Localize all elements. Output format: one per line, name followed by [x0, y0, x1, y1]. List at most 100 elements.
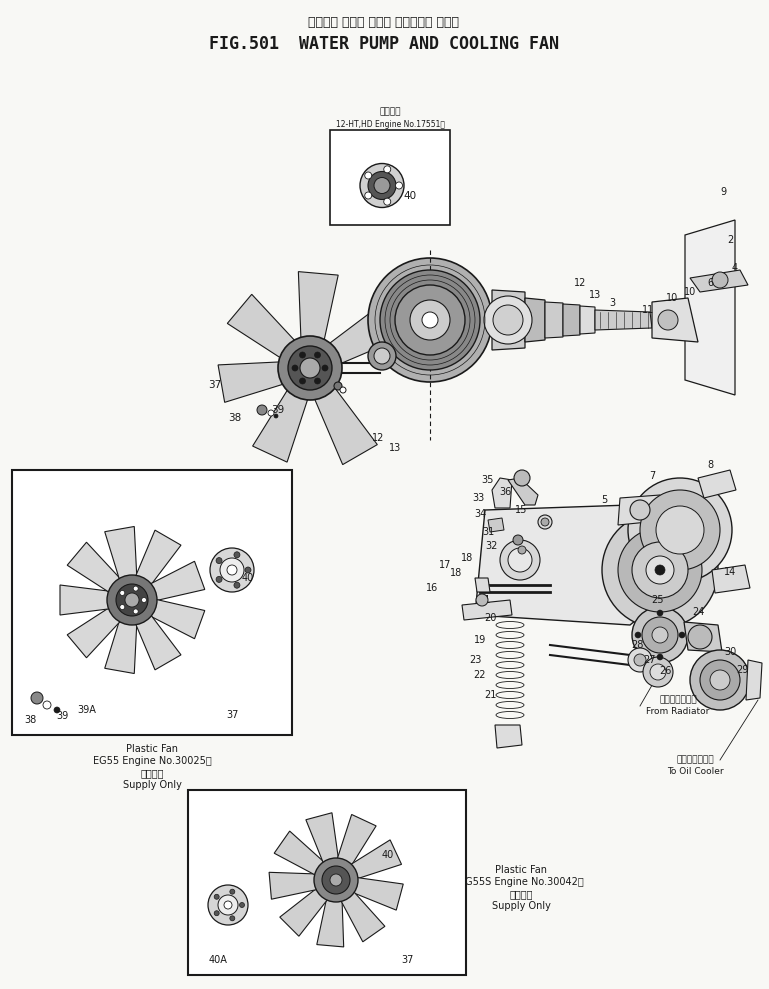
Polygon shape: [335, 875, 403, 910]
Polygon shape: [298, 272, 338, 369]
Polygon shape: [462, 600, 512, 620]
Circle shape: [365, 192, 371, 199]
Circle shape: [395, 285, 465, 355]
Circle shape: [340, 387, 346, 393]
Polygon shape: [652, 298, 698, 342]
Text: 6: 6: [707, 278, 713, 288]
Text: 39: 39: [271, 405, 285, 415]
Text: 26: 26: [659, 666, 671, 676]
Text: 30: 30: [724, 647, 736, 657]
Bar: [330, 130, 450, 225]
Circle shape: [484, 296, 532, 344]
Text: 36: 36: [499, 487, 511, 497]
Circle shape: [322, 866, 350, 894]
Text: 5: 5: [601, 495, 607, 505]
Circle shape: [632, 607, 688, 663]
Circle shape: [632, 542, 688, 598]
Circle shape: [368, 342, 396, 370]
Text: オイルクーラへ: オイルクーラへ: [676, 756, 714, 764]
Text: 補給専用: 補給専用: [140, 768, 164, 778]
Text: To Oil Cooler: To Oil Cooler: [667, 767, 724, 776]
Text: 31: 31: [482, 527, 494, 537]
Text: 34: 34: [474, 509, 486, 519]
Polygon shape: [492, 478, 512, 508]
Circle shape: [618, 528, 702, 612]
Polygon shape: [580, 306, 595, 334]
Circle shape: [643, 657, 673, 687]
Text: 4: 4: [732, 263, 738, 273]
Text: 40: 40: [404, 191, 417, 201]
Circle shape: [274, 414, 278, 418]
Circle shape: [368, 171, 396, 200]
Circle shape: [216, 577, 222, 583]
Circle shape: [227, 565, 237, 575]
Circle shape: [300, 358, 320, 378]
Circle shape: [314, 858, 358, 902]
Circle shape: [518, 546, 526, 554]
Polygon shape: [545, 302, 563, 338]
Text: ウォータ ポンプ および クーリング ファン: ウォータ ポンプ および クーリング ファン: [308, 16, 460, 29]
Text: 7: 7: [649, 471, 655, 481]
Circle shape: [120, 604, 125, 609]
Circle shape: [299, 352, 305, 358]
Polygon shape: [317, 879, 344, 946]
Text: 33: 33: [472, 493, 484, 503]
Circle shape: [642, 617, 678, 653]
Circle shape: [278, 336, 342, 400]
Circle shape: [514, 470, 530, 486]
Text: Plastic Fan: Plastic Fan: [495, 865, 547, 875]
Polygon shape: [475, 578, 490, 592]
Polygon shape: [595, 310, 652, 330]
Circle shape: [365, 172, 371, 179]
Text: 3: 3: [609, 298, 615, 308]
Circle shape: [384, 166, 391, 173]
Text: 12: 12: [574, 278, 586, 288]
Circle shape: [655, 565, 665, 575]
Circle shape: [210, 548, 254, 592]
Text: 9: 9: [720, 187, 726, 197]
Text: 14: 14: [724, 567, 736, 577]
Circle shape: [234, 552, 240, 558]
Circle shape: [688, 625, 712, 649]
Circle shape: [215, 911, 219, 916]
Circle shape: [630, 500, 650, 520]
Polygon shape: [331, 815, 376, 882]
Circle shape: [538, 515, 552, 529]
Polygon shape: [280, 876, 340, 937]
Circle shape: [220, 558, 244, 582]
Circle shape: [380, 270, 480, 370]
Text: 13: 13: [589, 290, 601, 300]
Circle shape: [133, 586, 138, 591]
Text: 13: 13: [389, 443, 401, 453]
Circle shape: [43, 701, 51, 709]
Circle shape: [239, 903, 245, 908]
Circle shape: [218, 895, 238, 915]
Circle shape: [54, 707, 60, 713]
Bar: [12, 470, 292, 735]
Text: 38: 38: [228, 413, 241, 423]
Circle shape: [658, 310, 678, 330]
Polygon shape: [684, 622, 722, 652]
Text: 37: 37: [208, 380, 221, 390]
Text: 28: 28: [631, 640, 643, 650]
Text: 15: 15: [514, 505, 528, 515]
Circle shape: [334, 382, 342, 390]
Circle shape: [650, 664, 666, 680]
Text: 19: 19: [474, 635, 486, 645]
Circle shape: [245, 567, 251, 573]
Text: 17: 17: [439, 560, 451, 570]
Text: 37: 37: [226, 710, 238, 720]
Text: 適用号機: 適用号機: [379, 108, 401, 117]
Circle shape: [513, 535, 523, 545]
Polygon shape: [105, 599, 138, 674]
Text: 2: 2: [727, 235, 733, 245]
Polygon shape: [60, 585, 132, 615]
Polygon shape: [492, 290, 525, 350]
Text: 39: 39: [56, 711, 68, 721]
Polygon shape: [127, 530, 181, 603]
Text: EG55S Engine No.30042～: EG55S Engine No.30042～: [458, 877, 584, 887]
Circle shape: [384, 198, 391, 205]
Circle shape: [652, 627, 668, 643]
Circle shape: [710, 670, 730, 690]
Text: 1: 1: [484, 595, 491, 605]
